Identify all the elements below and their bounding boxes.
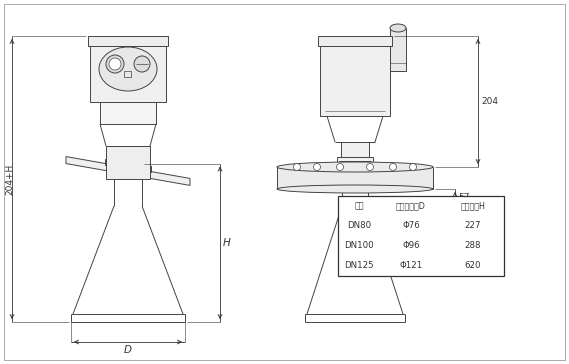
Circle shape [366,163,373,170]
Text: Φ96: Φ96 [402,241,420,250]
Bar [88,36,168,46]
Polygon shape [66,157,190,185]
Circle shape [390,163,397,170]
Circle shape [134,56,150,72]
Bar [337,157,373,165]
Ellipse shape [99,47,157,91]
Ellipse shape [390,24,406,32]
Bar [106,146,150,179]
Text: 204: 204 [481,97,498,106]
Circle shape [109,58,121,70]
Bar [90,46,166,102]
Bar [105,159,115,165]
Bar [371,185,379,191]
Text: 204+H: 204+H [6,163,14,195]
Text: DN80: DN80 [347,222,371,230]
Circle shape [106,55,124,73]
Text: 227: 227 [465,222,481,230]
Text: 喂叭口直径D: 喂叭口直径D [396,202,426,210]
Ellipse shape [277,162,433,172]
Ellipse shape [277,185,433,193]
Bar [338,196,504,216]
Bar [141,166,151,172]
Bar [341,142,369,157]
Text: 法兰: 法兰 [354,202,364,210]
Text: 288: 288 [465,241,481,250]
Circle shape [294,163,300,170]
Bar [320,46,390,116]
Text: 620: 620 [465,261,481,270]
Text: Φ76: Φ76 [402,222,420,230]
Bar [331,185,339,191]
Text: DN100: DN100 [344,241,374,250]
Bar [124,71,131,77]
Text: 喂叭高度H: 喂叭高度H [460,202,485,210]
Text: Φ121: Φ121 [399,261,423,270]
Bar [277,167,433,189]
Bar [338,196,504,276]
Circle shape [410,163,417,170]
Text: 57: 57 [458,193,469,202]
Text: DN125: DN125 [344,261,374,270]
Bar [100,102,156,124]
Text: H: H [223,238,231,248]
Circle shape [314,163,320,170]
Bar [318,36,392,46]
Bar [390,28,406,71]
Circle shape [336,163,344,170]
Text: D: D [124,345,132,355]
